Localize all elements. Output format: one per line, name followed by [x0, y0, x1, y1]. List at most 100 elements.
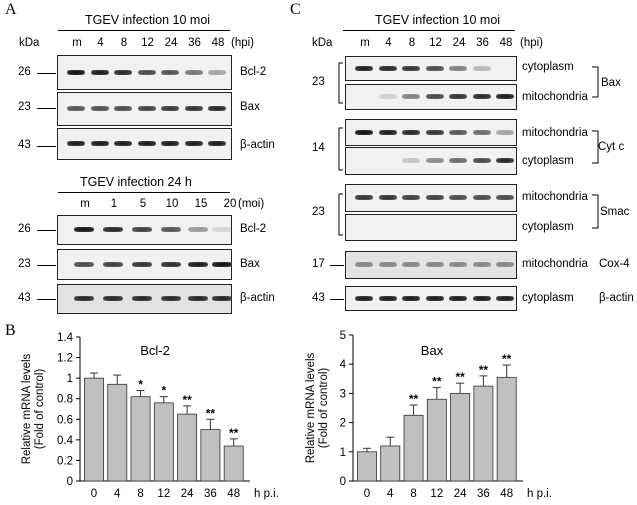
blot-band	[132, 296, 152, 301]
row-label-actin: β-actin	[240, 139, 275, 151]
bar	[84, 377, 104, 482]
protein-brackets-c	[592, 66, 599, 229]
blot-band	[472, 65, 491, 71]
bar	[153, 402, 174, 482]
protein-label-cox4: Cox-4	[599, 258, 630, 270]
bar	[107, 383, 128, 482]
blot-band	[184, 141, 203, 146]
blot-band	[378, 195, 397, 200]
significance-mark: *	[161, 384, 166, 398]
row-label-c-bax-mito: mitochondria	[522, 91, 588, 103]
y-axis-label: Relative mRNA levels	[21, 353, 33, 464]
significance-mark: **	[206, 406, 216, 420]
row-label-c-actin: cytoplasm	[522, 292, 574, 304]
x-tick-label: 36	[477, 488, 490, 500]
blot-band	[114, 141, 132, 146]
y-tick-label: 1	[67, 373, 73, 385]
blot-band	[449, 94, 467, 99]
blot-band	[425, 262, 444, 267]
blot-band	[378, 94, 397, 99]
blot-band	[449, 65, 467, 71]
blot-band	[132, 227, 152, 232]
blot-band	[425, 195, 444, 200]
kda-tick	[37, 108, 56, 109]
lane-label: 15	[194, 198, 208, 210]
x-tick-label: 8	[137, 488, 143, 500]
kda-c-cytc: 14	[312, 142, 325, 154]
blot-band	[355, 129, 373, 135]
significance-mark: **	[455, 370, 465, 384]
blot-band	[161, 261, 181, 267]
panel-c-hpi-label: (hpi)	[520, 37, 544, 49]
panel-a-bottom-title-rule	[58, 192, 230, 193]
y-axis-label: (Fold of control)	[34, 369, 46, 450]
blot-band	[449, 129, 467, 135]
blot-band	[161, 227, 181, 232]
blot-band	[67, 69, 85, 75]
blot-band	[67, 106, 85, 111]
lane-label: m	[80, 198, 90, 210]
blot-band	[378, 262, 397, 267]
lane-label: 36	[188, 37, 201, 49]
blot-band	[208, 69, 226, 75]
blot-band	[402, 65, 420, 71]
chart-bcl2: 0 0.2 0.4 0.6 0.8 1 1.2 1.4 0 4 * 8 * 12 ** 24 ** 36 ** 48 h…	[21, 332, 279, 500]
y-tick-label: 0.8	[57, 394, 73, 406]
panel-a-top-title: TGEV infection 10 moi	[85, 13, 211, 27]
blot-band	[355, 295, 373, 301]
blot-band	[402, 262, 420, 267]
row-label-bcl2-b: Bcl-2	[240, 223, 267, 235]
lane-label: 20	[223, 198, 237, 210]
blot-band	[449, 158, 467, 163]
blot-band	[472, 195, 491, 200]
blot-band	[103, 296, 123, 301]
row-label-c-smac-cyto: cytoplasm	[522, 221, 574, 233]
row-label-bax: Bax	[240, 101, 260, 113]
blot-band	[208, 106, 226, 111]
blot-band	[425, 129, 444, 135]
blot-band	[184, 69, 203, 75]
lane-label: 48	[499, 37, 513, 49]
y-axis-label: (Fold of control)	[318, 368, 330, 449]
chart-title: Bcl-2	[140, 343, 170, 358]
blot-band	[472, 129, 491, 135]
kda-c-bax: 23	[312, 76, 325, 88]
blot-band	[496, 262, 514, 267]
blot-band	[402, 158, 420, 163]
panel-c-title-rule	[343, 30, 515, 31]
blot-band	[449, 195, 467, 200]
protein-label-actin: β-actin	[599, 292, 634, 304]
blot-band	[402, 195, 420, 200]
kda-c-smac: 23	[312, 206, 325, 218]
x-tick-label: 8	[410, 488, 416, 500]
y-tick-label: 0.2	[57, 455, 73, 467]
blot-band	[402, 129, 420, 135]
x-tick-label: 24	[181, 488, 194, 500]
kda-c-actin: 43	[312, 292, 325, 304]
chart-title: Bax	[421, 343, 444, 358]
blot-band	[114, 106, 132, 111]
x-tick-label: 48	[227, 488, 240, 500]
blot-band	[378, 65, 397, 71]
row-label-c-bax-cyto: cytoplasm	[522, 61, 574, 73]
x-tick-label: 24	[454, 488, 467, 500]
lane-label: m	[72, 37, 82, 49]
lane-label: 48	[211, 37, 225, 49]
row-label-bcl2: Bcl-2	[240, 66, 267, 78]
blot-band	[161, 296, 181, 301]
x-axis-label: h p.i.	[254, 488, 279, 500]
y-tick-label: 5	[340, 330, 346, 342]
panel-label-b: B	[5, 322, 16, 339]
significance-mark: **	[432, 375, 442, 389]
y-tick-label: 1	[340, 447, 346, 459]
y-tick-label: 1.4	[57, 332, 74, 344]
blot-band	[472, 158, 491, 163]
blot-band	[188, 227, 208, 232]
kda-brackets-c	[338, 62, 343, 236]
blot-band	[472, 262, 491, 267]
row-label-bax-b: Bax	[240, 258, 260, 270]
panel-a-bottom-title: TGEV infection 24 h	[80, 175, 192, 189]
kda-label-a: kDa	[19, 37, 40, 49]
lane-label: 24	[164, 37, 178, 49]
lane-label: 10	[165, 198, 179, 210]
